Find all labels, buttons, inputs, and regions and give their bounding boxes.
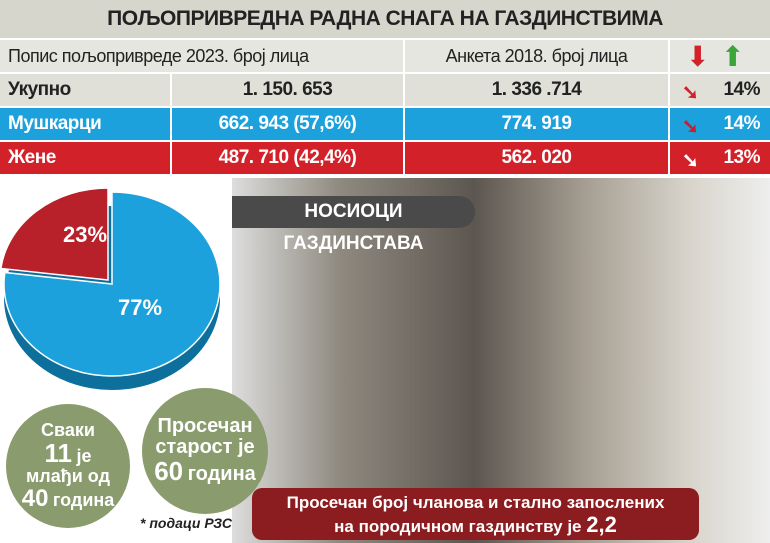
table-row: Мушкарци 662. 943 (57,6%) 774. 919 ➘ 14% [0, 106, 770, 140]
arrow-down-icon: ⬇ [686, 40, 709, 72]
table-header: Попис пољопривреде 2023. број лица Анкет… [0, 38, 770, 72]
pie-slice-23 [0, 187, 109, 281]
value-2018: 774. 919 [405, 108, 670, 140]
value-2023: 1. 150. 653 [172, 74, 405, 106]
members-fact-box: Просечан број чланова и стално запослени… [252, 488, 699, 540]
fact-age-circle: Просечан старост је 60 година [142, 388, 268, 514]
arrow-up-icon: ⬆ [721, 40, 744, 72]
fact-text: је [76, 445, 92, 466]
fact-number: 2,2 [586, 512, 617, 537]
fact-text: Просечан [157, 415, 253, 438]
change-percent: 13% [723, 147, 760, 168]
slice-label-23: 23% [63, 222, 107, 247]
value-2018: 1. 336 .714 [405, 74, 670, 106]
pie-slice-77 [3, 191, 221, 377]
table-row: Жене 487. 710 (42,4%) 562. 020 ➘ 13% [0, 140, 770, 174]
infographic-title: ПОЉОПРИВРЕДНА РАДНА СНАГА НА ГАЗДИНСТВИМ… [0, 0, 770, 38]
row-label: Укупно [0, 74, 172, 106]
fact-number: 11 [44, 437, 73, 468]
fact-text: на породичном газдинству је [334, 517, 582, 536]
change-percent: 14% [723, 113, 760, 134]
fact-text: млађи од [25, 466, 110, 487]
fact-young-circle: Сваки 11 је млађи од 40 година [6, 404, 130, 528]
trend-down-icon: ➘ [682, 150, 699, 172]
pie-title: НОСИОЦИ ГАЗДИНСТАВА [232, 196, 475, 254]
value-2018: 562. 020 [405, 142, 670, 174]
pie-chart: 77% 23% [0, 187, 221, 390]
trend-down-icon: ➘ [682, 116, 699, 138]
change-percent: 14% [723, 79, 760, 100]
fact-text: Просечан број чланова и стално запослени… [286, 493, 665, 512]
value-2023: 487. 710 (42,4%) [172, 142, 405, 174]
source-note: * подаци РЗС [140, 515, 232, 531]
header-2023: Попис пољопривреде 2023. број лица [0, 40, 405, 72]
slice-label-77: 77% [118, 295, 162, 320]
value-2023: 662. 943 (57,6%) [172, 108, 405, 140]
row-label: Жене [0, 142, 172, 174]
fact-text: старост је [155, 436, 255, 459]
trend-down-icon: ➘ [682, 82, 699, 104]
farm-photo [232, 178, 770, 543]
fact-number: 60 [154, 456, 184, 487]
fact-number: 40 [21, 484, 49, 512]
table-row: Укупно 1. 150. 653 1. 336 .714 ➘ 14% [0, 72, 770, 106]
fact-text: година [52, 489, 115, 510]
fact-text: Сваки [41, 419, 95, 440]
header-2018: Анкета 2018. број лица [405, 40, 670, 72]
fact-text: година [187, 463, 256, 486]
row-label: Мушкарци [0, 108, 172, 140]
